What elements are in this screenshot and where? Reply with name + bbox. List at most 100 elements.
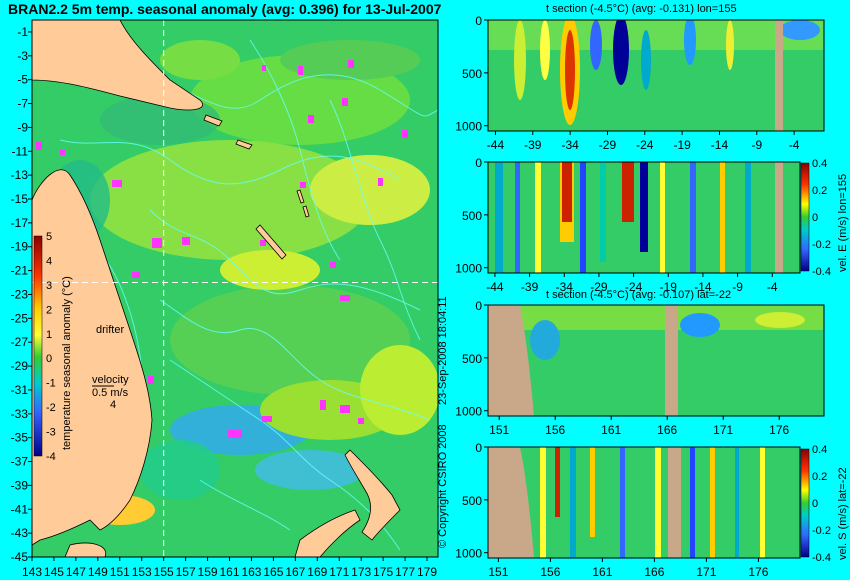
section-temp-lat-features [488,305,824,416]
map-x-ticks: 143 145 147 149 151 153 155 157 159 161 163 165 167 1… [22,557,437,579]
map-y-tick-label: -29 [11,359,29,373]
section-x-tick-label: -19 [660,280,678,294]
section-x-tick-label: -24 [636,138,654,152]
land-vanuatu [296,189,310,218]
vel-colorbar-tick-label: -0.4 [812,552,831,564]
section-temp-lon-axes: -44 -39 -34 -29 -24 -19 -14 -9 -4 0 500 1000 [455,14,799,152]
section-vel-lon-features [495,162,783,273]
copyright-credit: © Copyright CSIRO 2008 [437,424,449,548]
vel-colorbar-tick-label: 0.4 [812,158,827,170]
section-x-tick-label: -29 [599,138,617,152]
section-x-tick-label: 151 [489,423,509,437]
main-colorbar: 5 4 3 2 1 0 -1 -2 -3 -4 temperature seasonal anom… [33,231,73,463]
anomaly-patches [50,40,438,525]
map-x-tick-label: 147 [66,565,86,579]
main-map-title: BRAN2.2 5m temp. seasonal anomaly (avg: … [8,1,442,17]
map-y-tick-label: -13 [11,168,29,182]
section-x-tick-label: -19 [673,138,691,152]
vel-e-colorbar [800,162,810,272]
main-colorbar-tick-label: -1 [46,378,56,390]
section-temp-lat-title: t section (-4.5°C) (avg: -0.107) lat=-22 [546,289,731,301]
vel-s-colorbar-label: vel. S (m/s) lat=-22 [837,467,849,560]
section-x-tick-label: 156 [545,423,565,437]
map-x-tick-label: 155 [154,565,174,579]
vel-e-colorbar-label: vel. E (m/s) lon=155 [837,174,849,272]
main-colorbar-tick-label: 0 [46,353,52,365]
section-temp-lat-frame [487,304,825,417]
land-masses [32,20,401,557]
map-y-tick-label: -31 [11,383,29,397]
vel-colorbar-tick-label: 0.2 [812,471,827,483]
section-x-tick-label: -9 [751,138,762,152]
section-x-tick-label: 171 [713,423,733,437]
section-x-tick-label: -39 [524,138,542,152]
velocity-label: velocity [92,374,129,386]
map-y-tick-label: -19 [11,240,29,254]
map-x-tick-label: 169 [307,565,327,579]
map-y-tick-label: -3 [17,49,28,63]
section-y-tick-label: 500 [462,494,482,508]
land-solomon-islands [203,114,253,150]
section-x-tick-label: -24 [625,280,643,294]
map-frame [31,19,439,558]
section-x-tick-label: -44 [486,280,504,294]
section-panel-vel-lon: -44 -39 -34 -29 -24 -19 -14 -9 -4 0 500 1000 0.4 0.2… [455,156,849,294]
bathymetry-contours [39,39,438,551]
section-vel-lon-axes: -44 -39 -34 -29 -24 -19 -14 -9 -4 0 500 1000 [455,156,778,294]
section-temp-lat-ridge [665,305,678,416]
land-australia [32,169,153,546]
map-x-tick-label: 163 [241,565,261,579]
drifter-label: drifter [96,324,124,336]
section-panel-temp-lat: t section (-4.5°C) (avg: -0.107) lat=-22… [455,289,825,437]
land-tasmania [64,542,107,557]
section-y-tick-label: 1000 [455,120,482,134]
vel-e-colorbar-ticks: 0.4 0.2 0 -0.2 -0.4 [812,158,831,278]
section-temp-lon-title: t section (-4.5°C) (avg: -0.131) lon=155 [546,3,737,15]
map-y-tick-label: -9 [17,120,28,134]
section-y-tick-label: 0 [475,299,482,313]
map-y-tick-label: -43 [11,526,29,540]
section-y-tick-label: 1000 [455,405,482,419]
section-x-tick-label: -34 [561,138,579,152]
section-vel-lat-features [488,447,765,558]
main-colorbar-tick-label: -2 [46,402,56,414]
main-colorbar-tick-label: 4 [46,255,52,267]
map-x-tick-label: 151 [110,565,130,579]
section-x-tick-label: -29 [590,280,608,294]
map-y-tick-label: -17 [11,216,29,230]
section-x-tick-label: 166 [657,423,677,437]
vel-s-colorbar [800,448,810,558]
section-x-tick-label: -39 [521,280,539,294]
main-colorbar-tick-label: 5 [46,231,52,243]
map-y-ticks: -1 -3 -5 -7 -9 -11 -13 -15 -17 -19 -21 -23 -25 -27 -29… [11,25,32,564]
map-y-tick-label: -41 [11,502,29,516]
vel-colorbar-tick-label: -0.2 [812,239,831,251]
map-x-tick-label: 173 [351,565,371,579]
velocity-value: 0.5 m/s [92,387,129,399]
map-x-tick-label: 145 [44,565,64,579]
section-x-tick-label: -44 [487,138,505,152]
section-x-tick-label: -14 [694,280,712,294]
section-temp-lon-features [488,20,824,131]
map-x-tick-label: 175 [373,565,393,579]
section-y-tick-label: 500 [462,209,482,223]
vel-colorbar-tick-label: 0.4 [812,444,827,456]
drifters [36,60,408,438]
main-colorbar-tick-label: 1 [46,329,52,341]
section-lines [32,20,438,557]
vel-colorbar-tick-label: -0.2 [812,525,831,537]
section-x-tick-label: -34 [556,280,574,294]
section-vel-lat-ridge [668,447,681,558]
section-y-tick-label: 1000 [455,262,482,276]
section-x-tick-label: 166 [644,565,664,579]
section-x-tick-label: -4 [767,280,778,294]
map-x-tick-label: 157 [176,565,196,579]
map-x-tick-label: 161 [219,565,239,579]
map-x-tick-label: 149 [88,565,108,579]
section-x-tick-label: 161 [601,423,621,437]
section-x-tick-label: -4 [789,138,800,152]
map-x-tick-label: 171 [329,565,349,579]
section-x-tick-label: -14 [711,138,729,152]
section-vel-lat-field [488,447,800,558]
